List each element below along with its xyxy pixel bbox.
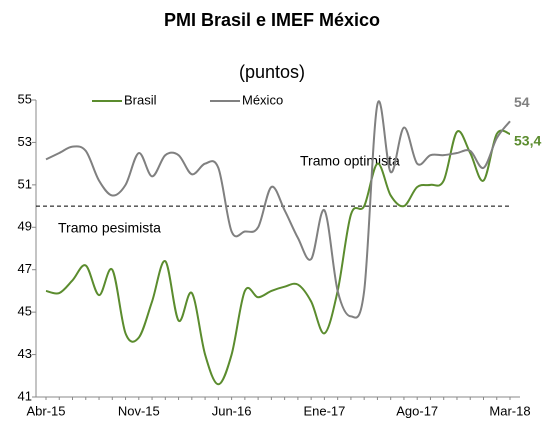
x-tick-label: Ago-17 [396, 403, 438, 418]
series-line [45, 100, 511, 319]
y-tick-label: 43 [18, 346, 32, 361]
x-tick-label: Nov-15 [118, 403, 160, 418]
x-tick-label: Abr-15 [26, 403, 65, 418]
annotation: Tramo optimista [300, 153, 400, 169]
chart-subtitle: (puntos) [239, 62, 305, 82]
x-tick-label: Ene-17 [303, 403, 345, 418]
y-tick-label: 47 [18, 261, 32, 276]
y-tick-label: 53 [18, 134, 32, 149]
y-tick-label: 45 [18, 304, 32, 319]
x-tick-label: Jun-16 [212, 403, 252, 418]
series-line [45, 129, 511, 386]
chart-title: PMI Brasil e IMEF México [164, 10, 380, 30]
value-label: 53,4 [514, 133, 541, 149]
annotation: Tramo pesimista [58, 220, 161, 236]
x-tick-label: Mar-18 [489, 403, 530, 418]
y-tick-label: 51 [18, 176, 32, 191]
legend-label: México [242, 92, 283, 107]
y-tick-label: 55 [18, 91, 32, 106]
y-tick-label: 41 [18, 388, 32, 403]
value-label: 54 [514, 94, 530, 110]
y-tick-label: 49 [18, 219, 32, 234]
legend-label: Brasil [124, 92, 157, 107]
